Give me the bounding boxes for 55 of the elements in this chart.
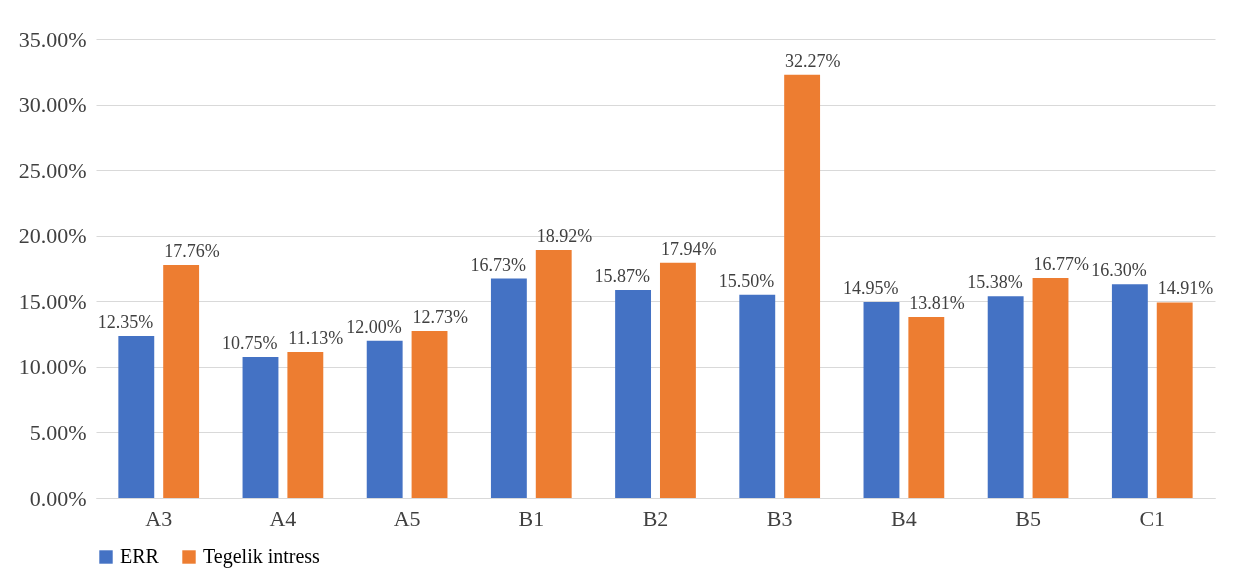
- x-tick-label: B1: [518, 505, 545, 531]
- x-tick-label: B3: [766, 505, 793, 531]
- data-label: 10.75%: [221, 333, 278, 354]
- data-label: 12.73%: [412, 307, 469, 328]
- data-label: 14.91%: [1157, 278, 1214, 299]
- x-tick-label: C1: [1139, 505, 1166, 531]
- bar: [242, 357, 279, 498]
- data-label: 14.95%: [842, 277, 899, 298]
- data-label: 13.81%: [909, 292, 965, 313]
- y-tick-label: 10.00%: [18, 354, 87, 380]
- data-label: 17.76%: [164, 241, 220, 262]
- bar: [163, 265, 200, 498]
- data-label: 18.92%: [536, 225, 593, 246]
- data-label: 15.38%: [967, 272, 1023, 293]
- bar: [908, 316, 945, 498]
- bar: [863, 301, 900, 498]
- bar: [1111, 284, 1148, 498]
- bar: [659, 262, 696, 498]
- data-label: 17.94%: [660, 238, 717, 259]
- data-label: 12.35%: [97, 312, 154, 333]
- bar: [411, 331, 448, 498]
- y-tick-label: 0.00%: [29, 485, 87, 511]
- x-tick-label: A4: [269, 505, 297, 531]
- data-label: 16.30%: [1091, 260, 1147, 281]
- y-tick-label: 20.00%: [18, 223, 87, 249]
- x-tick-label: A3: [145, 505, 173, 531]
- data-label: 16.73%: [470, 254, 526, 275]
- bar: [1156, 302, 1193, 498]
- legend-label: Tegelik intress: [203, 545, 321, 568]
- bar: [987, 296, 1024, 498]
- data-label: 11.13%: [288, 328, 344, 349]
- data-label: 32.27%: [785, 50, 841, 71]
- bar: [366, 340, 403, 498]
- data-label: 16.77%: [1033, 254, 1090, 275]
- x-tick-label: B5: [1015, 505, 1041, 531]
- x-tick-label: B4: [891, 505, 917, 531]
- data-label: 15.50%: [718, 270, 775, 291]
- x-tick-label: A5: [393, 505, 421, 531]
- y-tick-label: 5.00%: [29, 419, 87, 445]
- legend-label: ERR: [120, 545, 160, 567]
- x-tick-label: B2: [642, 505, 669, 531]
- bar: [118, 336, 155, 498]
- bar: [535, 249, 572, 498]
- y-tick-label: 25.00%: [18, 157, 87, 183]
- bar: [1032, 278, 1069, 498]
- y-tick-label: 35.00%: [18, 26, 87, 52]
- bar: [739, 294, 776, 498]
- bar: [287, 352, 324, 498]
- data-label: 12.00%: [346, 316, 402, 337]
- bar: [615, 289, 652, 498]
- y-tick-label: 15.00%: [18, 288, 87, 314]
- y-tick-label: 30.00%: [18, 92, 87, 118]
- data-label: 15.87%: [594, 265, 651, 286]
- bar: [490, 278, 527, 498]
- bar: [784, 74, 821, 498]
